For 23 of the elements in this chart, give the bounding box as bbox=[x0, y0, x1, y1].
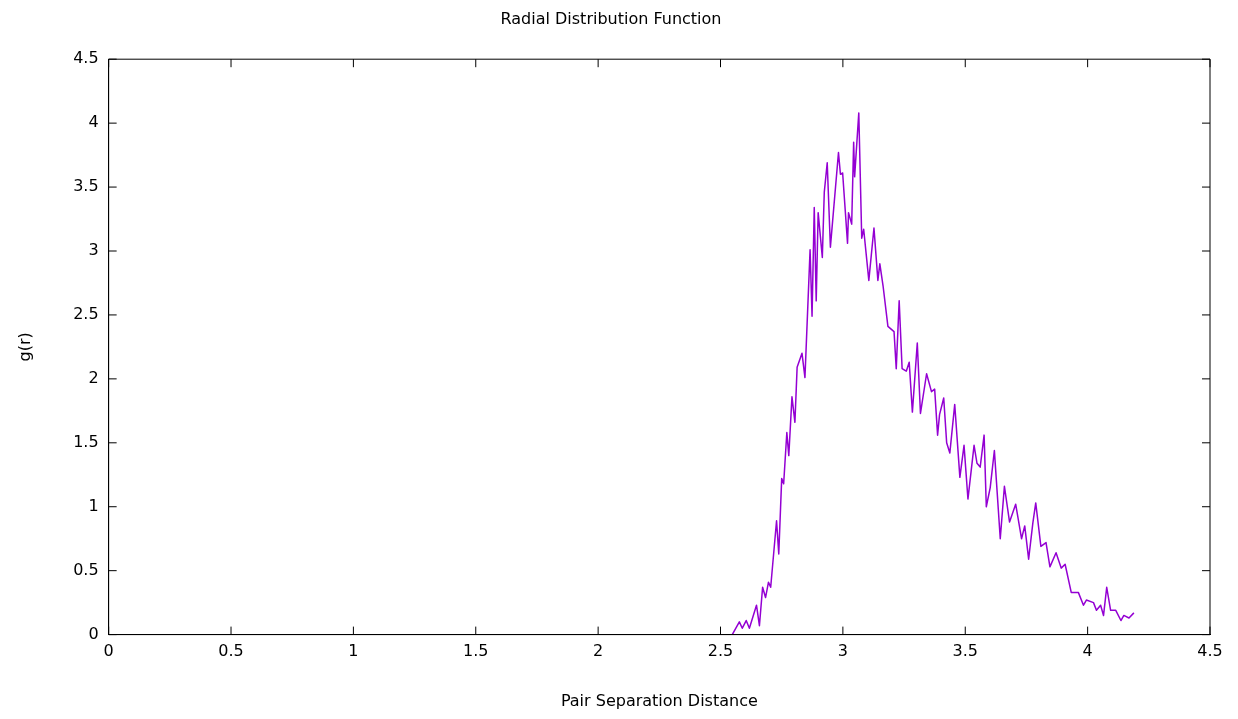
y-tick-label: 3.5 bbox=[73, 176, 99, 196]
x-tick-label: 3.5 bbox=[952, 641, 978, 661]
x-tick-label: 4 bbox=[1082, 641, 1093, 661]
chart-title: Radial Distribution Function bbox=[500, 8, 722, 28]
y-axis-title: g(r) bbox=[14, 332, 34, 362]
y-tick-label: 0 bbox=[88, 623, 99, 643]
y-tick-label: 1 bbox=[88, 495, 99, 515]
x-tick-label: 2.5 bbox=[707, 641, 734, 661]
y-tick-label: 3 bbox=[88, 240, 99, 260]
x-tick-label: 1 bbox=[348, 641, 359, 661]
x-tick-label: 2 bbox=[593, 641, 604, 661]
x-tick-label: 1.5 bbox=[463, 641, 489, 661]
y-tick-label: 4.5 bbox=[73, 48, 99, 68]
x-tick-label: 3 bbox=[837, 641, 848, 661]
y-tick-label: 2.5 bbox=[73, 304, 99, 324]
y-tick-label: 2 bbox=[88, 368, 99, 388]
y-tick-label: 1.5 bbox=[73, 431, 99, 451]
x-tick-label: 0.5 bbox=[218, 641, 244, 661]
x-axis-title: Pair Separation Distance bbox=[560, 690, 758, 710]
x-tick-label: 0 bbox=[103, 641, 114, 661]
y-tick-label: 0.5 bbox=[73, 559, 99, 579]
y-tick-label: 4 bbox=[88, 112, 99, 132]
x-tick-label: 4.5 bbox=[1197, 641, 1223, 661]
